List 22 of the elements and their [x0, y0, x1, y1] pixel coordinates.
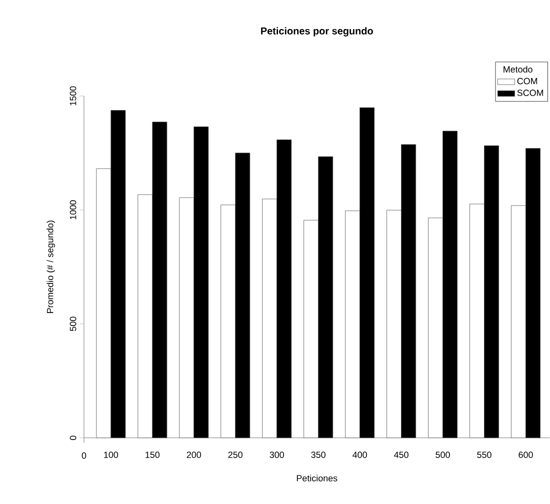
x-axis-title: Peticiones [296, 474, 338, 482]
x-tick-label: 400 [352, 452, 367, 458]
x-tick-label: 250 [228, 452, 243, 458]
y-tick-label: 1000 [70, 200, 76, 220]
y-axis-title: Promedio (# / segundo) [46, 220, 56, 314]
x-tick-label: 200 [186, 452, 202, 458]
legend-label: COM [517, 78, 538, 84]
y-tick-label: 0 [70, 436, 76, 440]
legend-title: Metodo [504, 66, 532, 73]
y-tick-label: 500 [70, 316, 76, 332]
x-tick-label: 350 [311, 452, 326, 458]
x-tick-label: 150 [146, 452, 160, 458]
legend-label: SCOM [517, 90, 544, 96]
x-tick-label: 450 [394, 452, 408, 458]
y-tick-label: 1500 [70, 86, 76, 106]
x-tick-label: 550 [477, 452, 492, 458]
chart-title: Peticiones por segundo [261, 27, 373, 37]
x-tick-label: 300 [270, 452, 284, 458]
x-tick-label: 600 [518, 452, 533, 458]
text: 0 [82, 452, 86, 459]
x-tick-label: 100 [104, 452, 118, 458]
x-tick-label: 500 [436, 452, 450, 458]
